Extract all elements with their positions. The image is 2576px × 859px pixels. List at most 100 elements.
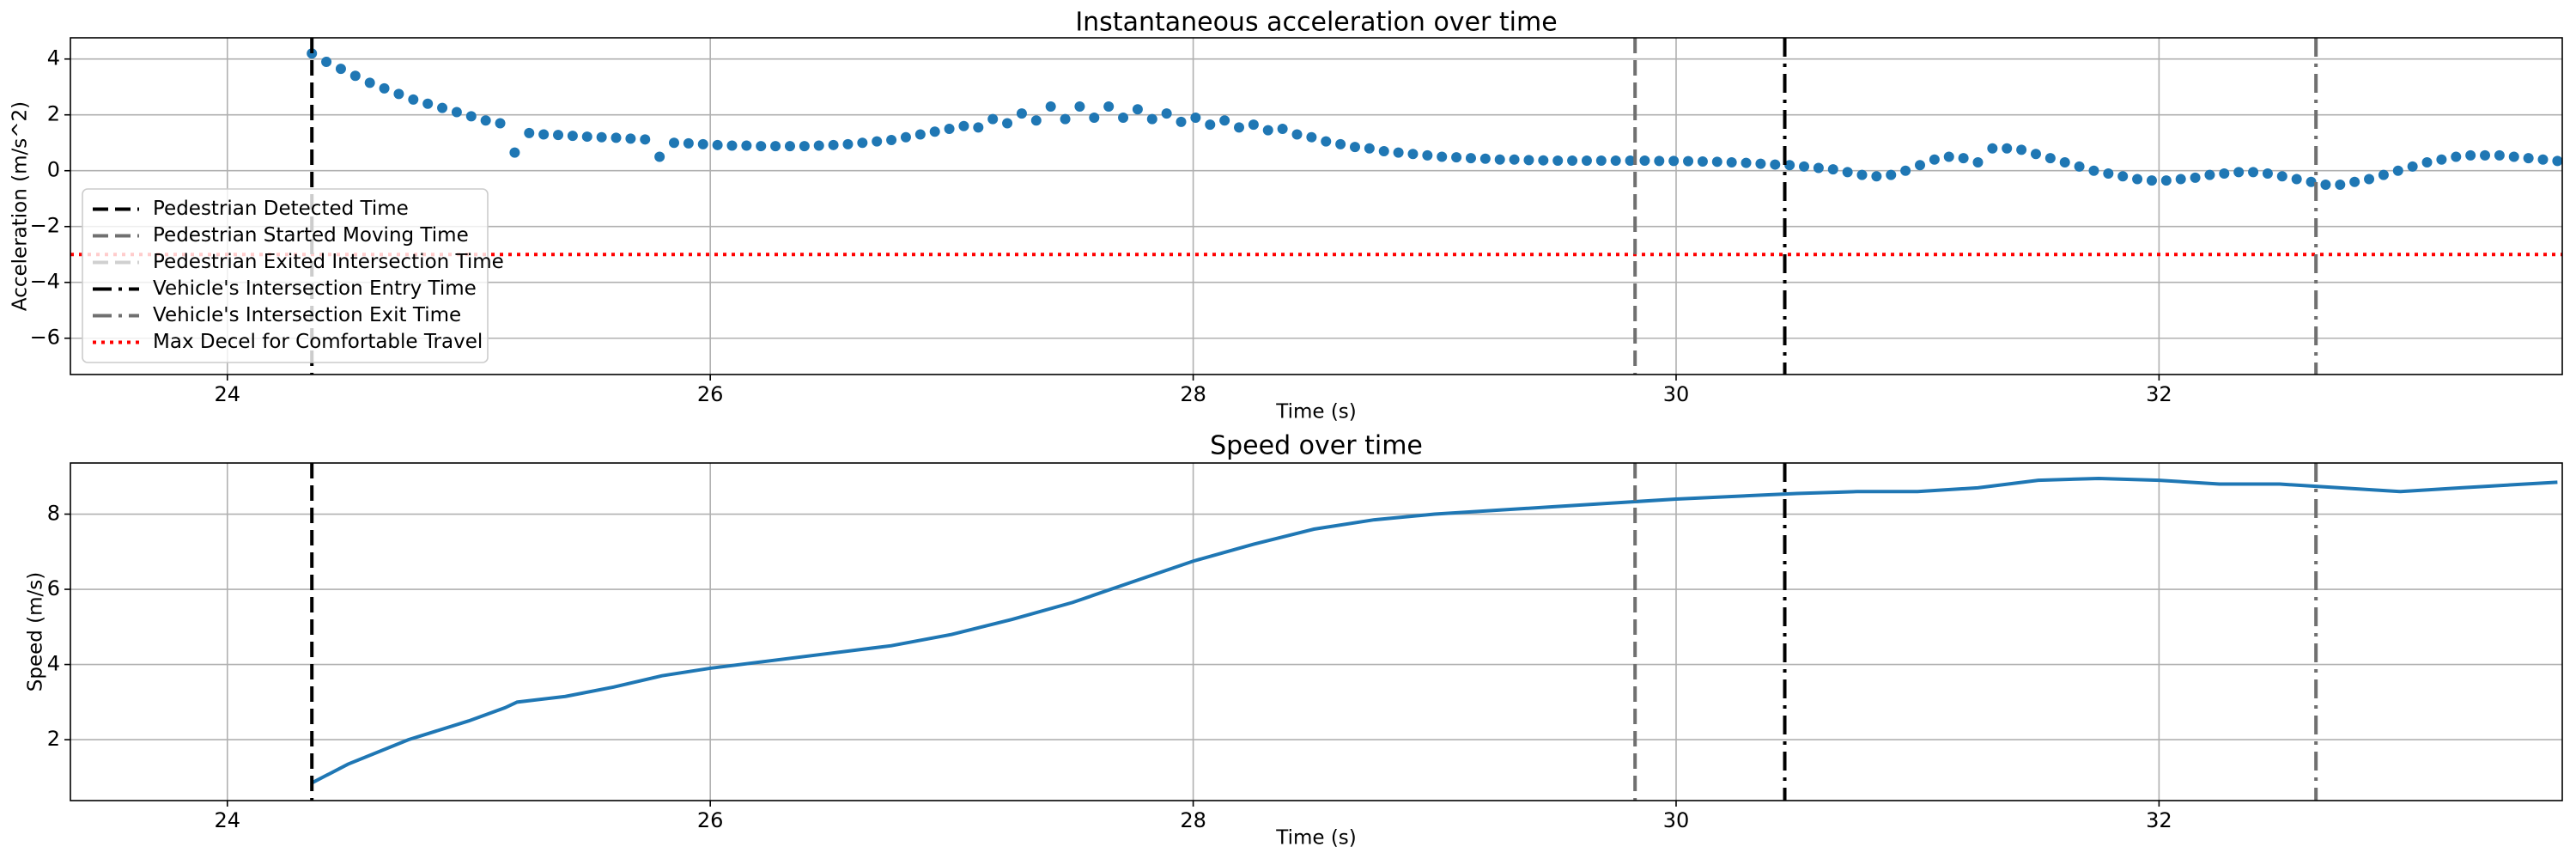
legend-label: Pedestrian Started Moving Time: [153, 224, 469, 247]
data-point: [1364, 143, 1375, 154]
data-point: [872, 136, 883, 147]
data-point: [900, 131, 911, 143]
data-point: [1074, 101, 1085, 112]
data-point: [1697, 155, 1708, 167]
y-tick-label: 4: [47, 652, 60, 676]
data-point: [1827, 164, 1838, 175]
speed-line: [311, 476, 2558, 785]
legend-box: [82, 188, 489, 363]
data-point: [1321, 136, 1332, 147]
data-point: [1248, 119, 1259, 131]
data-point: [1610, 155, 1621, 167]
data-point: [379, 82, 390, 94]
data-point: [2451, 151, 2462, 162]
data-point: [857, 137, 868, 149]
x-tick-label: 28: [1180, 808, 1206, 832]
chart-title: Instantaneous acceleration over time: [1075, 8, 1557, 38]
data-point: [842, 138, 854, 149]
data-point: [1943, 151, 1954, 162]
data-point: [1016, 108, 1027, 119]
data-point: [973, 122, 984, 133]
data-point: [799, 141, 810, 152]
data-point: [2233, 167, 2245, 178]
data-point: [1103, 101, 1115, 112]
data-point: [828, 139, 839, 150]
data-point: [2552, 155, 2562, 167]
data-point: [509, 147, 520, 158]
x-tick-label: 24: [215, 382, 241, 406]
data-point: [1538, 155, 1549, 166]
x-tick-label: 26: [697, 808, 724, 832]
data-point: [567, 131, 578, 142]
data-point: [1987, 143, 1998, 154]
y-tick-label: 8: [47, 502, 60, 526]
data-point: [1972, 156, 1984, 168]
x-axis-label: Time (s): [1275, 827, 1357, 850]
data-point: [1625, 155, 1636, 167]
data-point: [1813, 162, 1824, 174]
data-point: [1234, 122, 1245, 133]
data-point: [1726, 156, 1737, 168]
data-point: [2016, 144, 2027, 155]
data-point: [611, 132, 622, 143]
data-point: [1711, 156, 1722, 168]
data-point: [1871, 171, 1882, 182]
data-point: [1567, 155, 1578, 167]
data-point: [1494, 154, 1505, 165]
data-point: [2465, 149, 2476, 161]
data-point: [1030, 115, 1042, 126]
data-point: [2407, 161, 2418, 172]
data-point: [1393, 147, 1404, 158]
legend-label: Vehicle's Intersection Exit Time: [153, 304, 461, 326]
data-point: [2306, 176, 2317, 187]
data-point: [2276, 171, 2287, 182]
x-tick-label: 32: [2146, 808, 2172, 832]
data-point: [1219, 115, 1230, 126]
data-point: [2523, 153, 2534, 164]
data-point: [349, 70, 361, 82]
data-point: [944, 123, 955, 134]
data-point: [321, 56, 332, 67]
legend-label: Pedestrian Detected Time: [153, 198, 409, 220]
x-tick-label: 26: [697, 382, 724, 406]
data-point: [1045, 101, 1056, 112]
data-point: [929, 126, 940, 137]
data-point: [1668, 155, 1680, 167]
legend-label: Pedestrian Exited Intersection Time: [153, 251, 504, 273]
data-point: [1856, 169, 1868, 180]
data-point: [2030, 149, 2041, 160]
data-point: [1407, 149, 1419, 160]
data-point: [408, 94, 419, 105]
data-point: [2320, 179, 2331, 190]
data-point: [1741, 157, 1752, 168]
data-point: [422, 98, 434, 109]
data-point: [625, 133, 636, 144]
data-point: [2392, 165, 2403, 176]
y-tick-label: −4: [30, 270, 60, 294]
y-tick-label: −2: [30, 214, 60, 238]
data-point: [2421, 156, 2433, 168]
data-point: [654, 151, 665, 162]
x-tick-label: 24: [215, 808, 241, 832]
plot-area: [70, 38, 2562, 375]
data-point: [1581, 155, 1592, 167]
data-point: [1784, 160, 1795, 171]
data-point: [1900, 165, 1911, 176]
data-point: [2436, 154, 2447, 165]
data-point: [1929, 154, 1940, 165]
x-tick-label: 30: [1663, 382, 1690, 406]
data-point: [669, 137, 680, 149]
data-point: [1176, 116, 1187, 127]
data-point: [1161, 108, 1172, 119]
data-point: [697, 138, 708, 149]
data-point: [553, 130, 564, 141]
data-point: [307, 48, 318, 59]
x-tick-label: 30: [1663, 808, 1690, 832]
data-point: [1479, 153, 1491, 164]
data-point: [1509, 154, 1520, 165]
data-point: [1190, 112, 1201, 123]
data-point: [1523, 155, 1534, 166]
data-point: [1639, 155, 1650, 167]
data-point: [770, 141, 781, 152]
data-point: [958, 120, 969, 131]
